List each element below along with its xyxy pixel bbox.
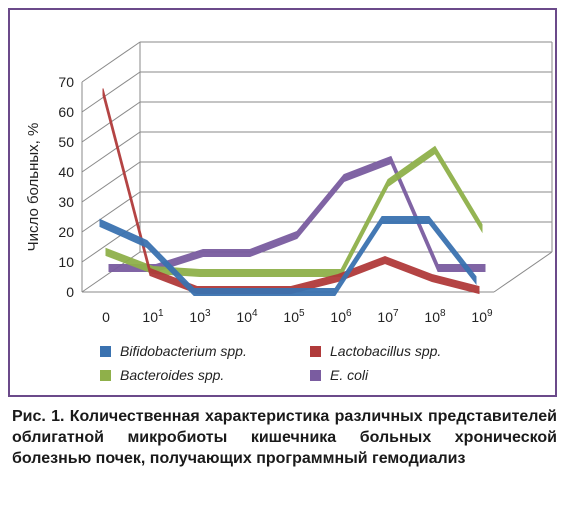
series-ribbon — [99, 216, 477, 296]
series-0 — [99, 216, 477, 296]
series-ribbon — [105, 145, 483, 277]
x-tick-label: 0 — [102, 309, 110, 325]
floor-right-edge — [493, 251, 553, 293]
gridline-side — [81, 41, 141, 83]
y-tick-label: 0 — [66, 284, 74, 300]
x-tick-label: 108 — [424, 308, 446, 325]
y-tick-label: 30 — [58, 194, 74, 210]
series-1 — [102, 88, 480, 295]
y-tick-label: 40 — [58, 164, 74, 180]
gridline-side — [81, 221, 141, 263]
legend-swatch — [100, 346, 111, 357]
legend: Bifidobacterium spp. Lactobacillus spp. Ba… — [100, 343, 441, 383]
legend-swatch — [100, 370, 111, 381]
y-axis-label: Число больных, % — [25, 123, 42, 252]
gridline-side — [81, 71, 141, 113]
x-tick-label: 101 — [142, 308, 164, 325]
x-tick-label: 103 — [189, 308, 211, 325]
figure-caption: Рис. 1. Количественная характеристика ра… — [12, 408, 557, 467]
x-tick-label: 105 — [283, 308, 305, 325]
gridline-side — [81, 161, 141, 203]
legend-swatch — [310, 346, 321, 357]
series-ribbon — [102, 88, 480, 295]
grid — [81, 41, 553, 293]
x-tick-label: 107 — [377, 308, 399, 325]
x-ticks: 0 101 103 104 105 106 107 108 109 — [102, 308, 493, 325]
y-tick-label: 20 — [58, 224, 74, 240]
series-3 — [108, 155, 486, 272]
legend-swatch — [310, 370, 321, 381]
y-tick-label: 10 — [58, 254, 74, 270]
x-tick-label: 109 — [471, 308, 493, 325]
y-ticks: 0 10 20 30 40 50 60 70 — [58, 74, 74, 300]
legend-label: Bacteroides spp. — [120, 367, 224, 383]
legend-label: E. coli — [330, 367, 369, 383]
x-tick-label: 104 — [236, 308, 258, 325]
legend-label: Bifidobacterium spp. — [120, 343, 247, 359]
y-tick-label: 70 — [58, 74, 74, 90]
y-tick-label: 60 — [58, 104, 74, 120]
figure-frame: 0 10 20 30 40 50 60 70 Число больных, % 0 101 103 10… — [8, 8, 557, 397]
chart: 0 10 20 30 40 50 60 70 Число больных, % 0 101 103 10… — [25, 41, 553, 383]
gridline-side — [81, 131, 141, 173]
y-tick-label: 50 — [58, 134, 74, 150]
legend-label: Lactobacillus spp. — [330, 343, 441, 359]
series-ribbon — [108, 155, 486, 272]
x-tick-label: 106 — [330, 308, 352, 325]
